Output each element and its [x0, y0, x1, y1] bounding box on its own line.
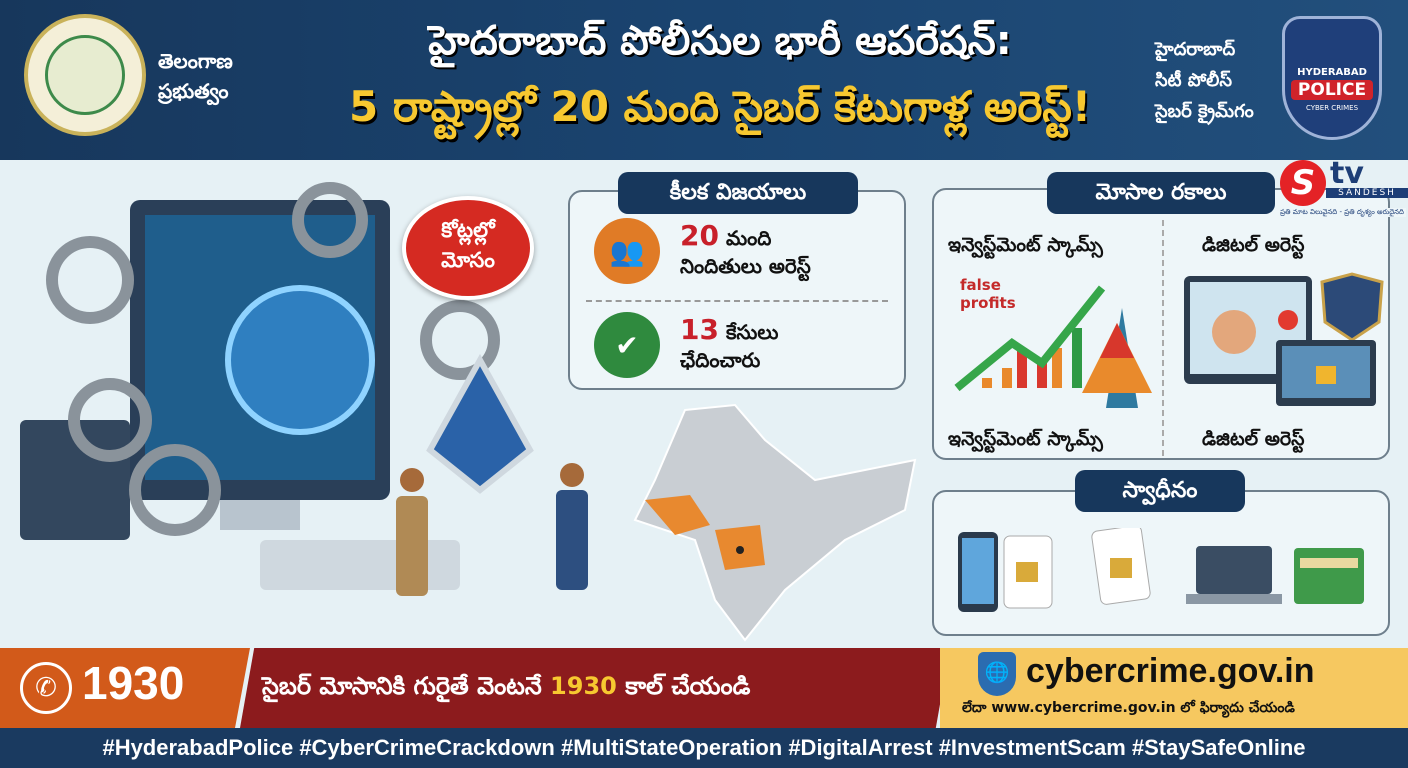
seized-items-card — [932, 490, 1390, 636]
police-line2: సిటీ పోలీస్ — [1155, 70, 1232, 91]
helpline-number[interactable]: 1930 — [82, 657, 185, 709]
police-label: హైదరాబాద్ సిటీ పోలీస్ సైబర్ క్రైమ్‌గం — [1155, 34, 1254, 127]
laptop-icon — [1196, 546, 1272, 594]
arrest-count: 20 — [680, 219, 719, 252]
badge-main: POLICE — [1291, 80, 1373, 100]
stv-sandesh-logo: S tv SANDESH ప్రతి మాట విలువైనది - ప్రతి… — [1278, 156, 1408, 218]
website-panel — [940, 648, 1408, 728]
key-wins-card: 👥 20 మంది నిందితులు అరెస్ట్ ✔ 13 కేసులు ఛే… — [568, 190, 906, 390]
profits-label: profits — [960, 294, 1016, 312]
website-sub: లేదా www.cybercrime.gov.in లో ఫిర్యాదు చ… — [962, 700, 1295, 716]
seized-title: స్వాధీనం — [1075, 470, 1245, 512]
cash-icon — [1294, 548, 1364, 604]
govt-line1: తెలంగాణ — [158, 49, 233, 73]
digital-arrest-label: డిజిటల్ అరెస్ట్ — [1202, 234, 1305, 256]
govt-line2: ప్రభుత్వం — [158, 79, 229, 103]
police-line1: హైదరాబాద్ — [1155, 39, 1236, 60]
logo-tagline: ప్రతి మాట విలువైనది - ప్రతి దృశ్యం అరుదై… — [1278, 208, 1406, 217]
scared-person — [1212, 310, 1256, 354]
india-map — [633, 403, 917, 642]
hashtags-bar: #HyderabadPolice #CyberCrimeCrackdown #M… — [0, 728, 1408, 768]
arrest-line2: నిందితులు అరెస్ట్ — [680, 254, 811, 278]
headline-line1: హైదరాబాద్ పోలీసుల భారీ ఆపరేషన్: — [428, 18, 1012, 64]
police-officer — [400, 468, 424, 492]
police-badge-icon — [1320, 272, 1384, 342]
message-post: కాల్ చేయండి — [616, 672, 751, 700]
globe-icon — [225, 285, 375, 435]
govt-label: తెలంగాణ ప్రభుత్వం — [158, 46, 233, 106]
investment-scam-label-bottom: ఇన్వెస్ట్‌మెంట్ స్కామ్స్ — [948, 428, 1103, 450]
headline-line2: 5 రాష్ట్రాల్లో 20 మంది సైబర్ కేటుగాళ్ల అ… — [349, 82, 1091, 131]
fraud-crores-bubble: కోట్లల్లో మోసం — [402, 196, 534, 300]
handcuffs-icon — [46, 182, 500, 536]
fraud-types-title: మోసాల రకాలు — [1047, 172, 1275, 214]
logo-s: S — [1280, 160, 1326, 206]
divider — [586, 300, 888, 302]
website-url[interactable]: cybercrime.gov.in — [1026, 652, 1315, 690]
shield-icon — [426, 353, 534, 494]
message-number: 1930 — [550, 672, 617, 700]
logo-name: SANDESH — [1326, 188, 1408, 198]
arrest-line1: మంది — [725, 226, 772, 250]
shield-check-icon: ✔ — [594, 312, 660, 378]
helpline-message: సైబర్ మోసానికి గురైతే వెంటనే 1930 కాల్ చ… — [262, 672, 750, 706]
digital-arrest-illustration — [1184, 272, 1384, 406]
fraud-types-card: ఇన్వెస్ట్‌మెంట్ స్కామ్స్ డిజిటల్ అరెస్ట్… — [932, 188, 1390, 460]
highlighted-state — [645, 495, 710, 535]
police-line3: సైబర్ క్రైమ్‌గం — [1155, 101, 1254, 122]
globe-shield-icon: 🌐 — [978, 652, 1016, 696]
cases-line1: కేసులు — [725, 320, 779, 344]
digital-arrest-label-bottom: డిజిటల్ అరెస్ట్ — [1202, 428, 1305, 450]
arrested-people-icon: 👥 — [594, 218, 660, 284]
phone-call-icon — [1278, 310, 1298, 330]
helpline-message-panel — [240, 648, 950, 728]
bubble-line1: కోట్లల్లో — [441, 218, 495, 242]
message-pre: సైబర్ మోసానికి గురైతే వెంటనే — [262, 672, 551, 700]
investment-scam-label: ఇన్వెస్ట్‌మెంట్ స్కామ్స్ — [948, 234, 1103, 256]
badge-sub: CYBER CRIMES — [1305, 104, 1359, 112]
key-wins-title: కీలక విజయాలు — [618, 172, 858, 214]
phone-icon: ✆ — [20, 662, 72, 714]
hyderabad-police-badge: HYDERABAD POLICE CYBER CRIMES — [1282, 16, 1382, 140]
lock-icon — [1316, 366, 1336, 384]
false-label: false — [960, 276, 1001, 294]
cyber-crime-illustration — [20, 182, 588, 596]
police-officer-2 — [560, 463, 584, 487]
keyboard — [260, 540, 460, 590]
cases-count: 13 — [680, 313, 719, 346]
divider — [1162, 220, 1164, 456]
bubble-line2: మోసం — [441, 248, 495, 272]
logo-tv: tv — [1330, 156, 1364, 191]
header-banner — [0, 0, 1408, 160]
telangana-emblem-logo — [24, 14, 146, 136]
cases-line2: ఛేదించారు — [680, 348, 761, 372]
false-profits-chart-icon: false profits — [954, 276, 1152, 408]
badge-top: HYDERABAD — [1297, 67, 1367, 78]
